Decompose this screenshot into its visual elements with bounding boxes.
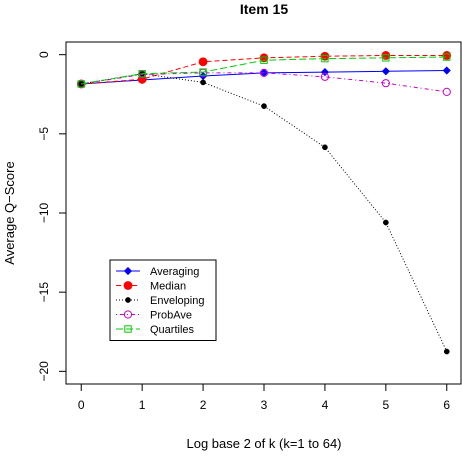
data-point-enveloping — [382, 219, 389, 226]
data-point-probave — [259, 68, 269, 77]
x-tick-label: 1 — [139, 398, 146, 412]
legend-label-averaging: Averaging — [150, 266, 199, 278]
legend: Averaging Median Enveloping ProbAve Quartile… — [109, 259, 217, 341]
series-probave — [77, 68, 451, 96]
data-point-probave — [320, 72, 330, 81]
plot-area: 0 1 2 3 4 5 6 0 −5 −10 −15 −20 Averaging Median Envelo… — [37, 41, 462, 412]
legend-label-enveloping: Enveloping — [150, 295, 204, 307]
y-axis-label: Average Q−Score — [2, 161, 17, 264]
data-point-probave — [381, 79, 390, 88]
data-point-averaging — [381, 67, 390, 76]
legend-marker-enveloping — [125, 297, 131, 303]
x-tick-label: 0 — [78, 398, 85, 412]
legend-item-quartiles: Quartiles — [116, 324, 195, 336]
series-quartiles — [77, 53, 451, 88]
x-tick-label: 6 — [443, 398, 450, 412]
data-point-quartiles — [77, 80, 85, 88]
x-tick-label: 2 — [200, 398, 207, 412]
legend-item-probave: ProbAve — [116, 310, 192, 322]
data-point-enveloping — [443, 348, 450, 355]
data-point-quartiles — [260, 56, 268, 64]
data-point-quartiles — [382, 54, 390, 62]
legend-label-quartiles: Quartiles — [150, 324, 195, 336]
x-tick-label: 5 — [383, 398, 390, 412]
y-axis: 0 −5 −10 −15 −20 — [37, 51, 66, 382]
x-axis-label: Log base 2 of k (k=1 to 64) — [186, 436, 341, 451]
data-point-quartiles — [199, 68, 207, 76]
legend-label-median: Median — [150, 281, 186, 293]
data-point-probave — [442, 87, 451, 96]
data-point-quartiles — [321, 54, 329, 63]
data-point-quartiles — [138, 69, 146, 78]
legend-marker-quartiles — [124, 325, 132, 333]
data-point-averaging — [442, 66, 451, 75]
y-tick-label: −15 — [37, 282, 51, 303]
y-tick-label: −20 — [37, 361, 51, 382]
legend-item-averaging: Averaging — [116, 266, 199, 278]
x-tick-label: 3 — [261, 398, 268, 412]
legend-marker-median — [123, 281, 133, 290]
y-tick-label: −5 — [37, 127, 51, 141]
y-tick-label: −10 — [37, 202, 51, 223]
plot-border — [65, 41, 462, 385]
data-point-enveloping — [261, 103, 267, 109]
legend-item-enveloping: Enveloping — [116, 295, 204, 307]
data-point-enveloping — [322, 144, 328, 151]
x-axis: 0 1 2 3 4 5 6 — [78, 384, 450, 412]
legend-marker-probave — [123, 310, 133, 319]
legend-item-median: Median — [116, 281, 186, 293]
series-line-quartiles — [81, 56, 447, 85]
data-point-enveloping — [200, 79, 206, 86]
series-line-probave — [81, 72, 447, 93]
y-tick-label: 0 — [37, 51, 51, 58]
data-point-quartiles — [443, 53, 451, 61]
x-tick-label: 4 — [322, 398, 329, 412]
legend-marker-averaging — [123, 266, 133, 276]
data-point-median — [198, 57, 208, 67]
legend-label-probave: ProbAve — [150, 310, 192, 322]
chart-title: Item 15 — [240, 1, 288, 17]
